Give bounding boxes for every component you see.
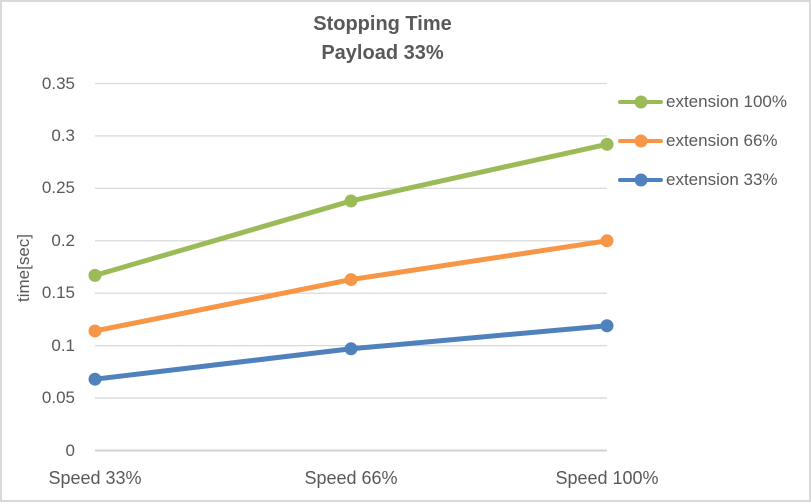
legend-line-marker-icon — [618, 134, 663, 148]
legend-dot-icon — [634, 134, 647, 148]
y-tick-label: 0.1 — [51, 335, 75, 355]
legend-item-extension-100[interactable]: extension 100% — [618, 91, 787, 113]
data-point-extension-66 — [600, 234, 614, 248]
legend-dot-icon — [634, 173, 647, 187]
legend-line-marker-icon — [618, 95, 663, 109]
data-point-extension-33 — [344, 342, 358, 356]
data-point-extension-100 — [88, 268, 102, 282]
x-axis-label: Speed 100% — [555, 468, 659, 488]
legend-line-marker-icon — [618, 173, 663, 187]
x-axis-label: Speed 33% — [48, 468, 142, 488]
y-tick-label: 0.05 — [41, 388, 75, 408]
data-point-extension-33 — [600, 319, 614, 333]
legend-label: extension 100% — [666, 92, 787, 111]
y-tick-label: 0.2 — [51, 230, 75, 250]
data-point-extension-100 — [344, 194, 358, 208]
data-point-extension-33 — [88, 372, 102, 386]
chart-title-line2: Payload 33% — [321, 42, 444, 64]
y-tick-label: 0.15 — [41, 283, 75, 303]
chart-title-line1: Stopping Time — [313, 13, 452, 35]
y-tick-label: 0.3 — [51, 125, 75, 145]
series-line-extension-100 — [92, 141, 610, 278]
y-tick-label: 0.35 — [41, 73, 75, 93]
legend-label: extension 33% — [666, 170, 778, 189]
legend-item-extension-33[interactable]: extension 33% — [618, 169, 778, 191]
y-tick-label: 0.25 — [41, 178, 75, 198]
chart-title: Stopping Time Payload 33% — [2, 10, 763, 68]
legend-dot-icon — [634, 95, 647, 109]
x-axis-label: Speed 66% — [304, 468, 398, 488]
legend-label: extension 66% — [666, 131, 778, 150]
data-point-extension-66 — [88, 324, 102, 338]
y-tick-label: 0 — [65, 440, 75, 460]
data-point-extension-100 — [600, 137, 614, 151]
legend-item-extension-66[interactable]: extension 66% — [618, 130, 778, 152]
data-point-extension-66 — [344, 273, 358, 287]
